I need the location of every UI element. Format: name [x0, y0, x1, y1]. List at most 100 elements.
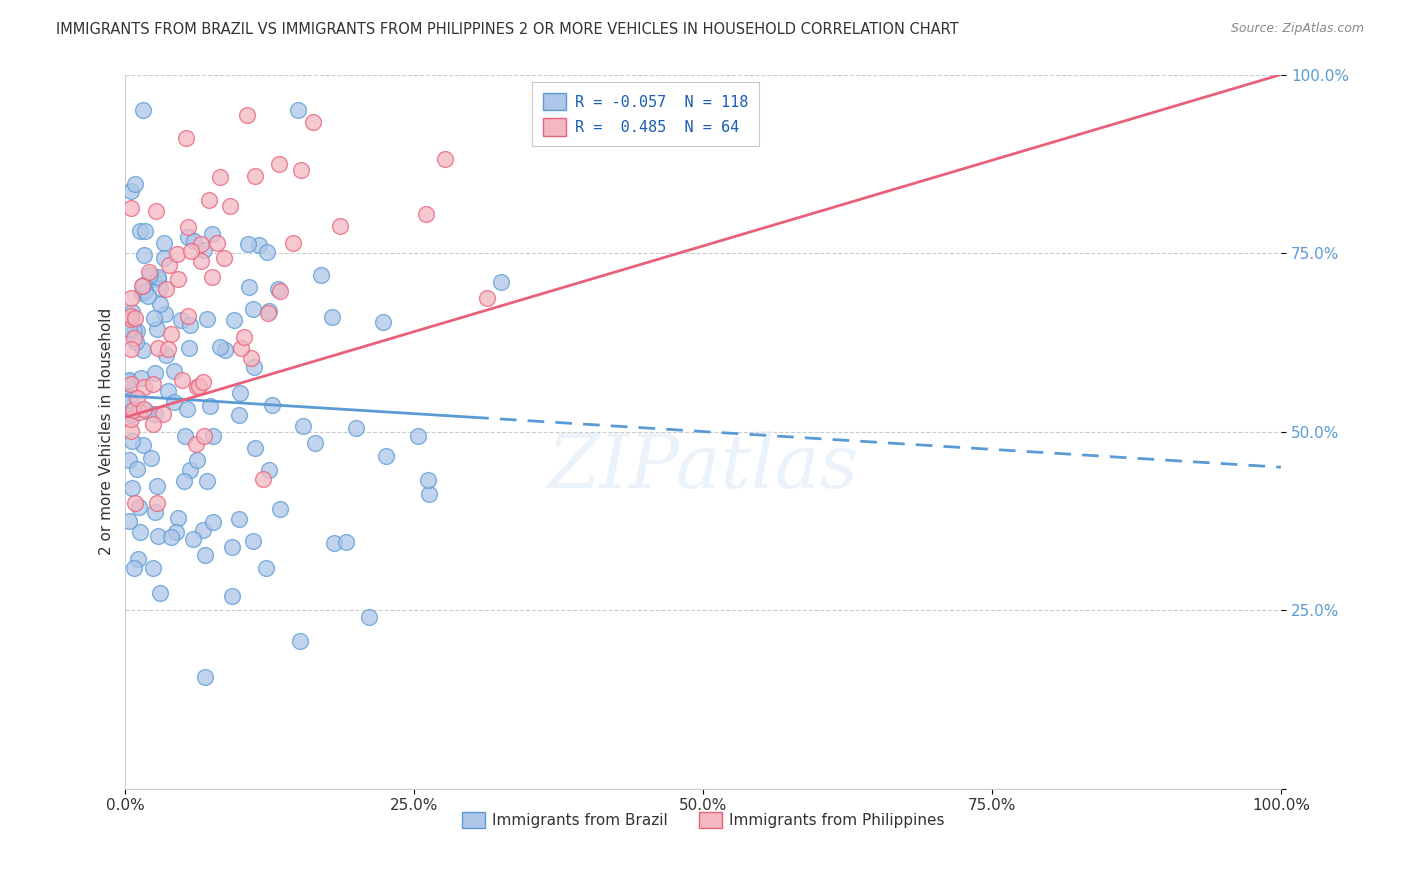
Text: Source: ZipAtlas.com: Source: ZipAtlas.com: [1230, 22, 1364, 36]
Point: [221, 589, 243, 603]
Point: [120, 408, 142, 422]
Point: [238, 280, 260, 294]
Point: [288, 633, 311, 648]
Point: [145, 505, 167, 519]
Point: [173, 474, 195, 488]
Point: [252, 472, 274, 486]
Point: [136, 289, 159, 303]
Point: [125, 462, 148, 476]
Point: [406, 429, 429, 443]
Point: [201, 227, 224, 241]
Point: [167, 272, 190, 286]
Point: [142, 561, 165, 575]
Point: [122, 330, 145, 344]
Point: [153, 251, 176, 265]
Point: [329, 219, 352, 233]
Point: [120, 342, 142, 356]
Point: [243, 442, 266, 456]
Point: [163, 364, 186, 378]
Point: [304, 436, 326, 450]
Point: [127, 391, 149, 405]
Point: [181, 532, 204, 546]
Point: [176, 401, 198, 416]
Point: [475, 291, 498, 305]
Point: [132, 380, 155, 394]
Point: [120, 185, 142, 199]
Point: [143, 367, 166, 381]
Point: [170, 313, 193, 327]
Point: [157, 258, 180, 272]
Point: [143, 407, 166, 421]
Point: [254, 561, 277, 575]
Point: [148, 280, 170, 294]
Point: [120, 291, 142, 305]
Point: [135, 404, 157, 418]
Point: [148, 342, 170, 356]
Point: [160, 327, 183, 342]
Point: [146, 529, 169, 543]
Point: [134, 284, 156, 298]
Point: [219, 199, 242, 213]
Point: [183, 234, 205, 248]
Point: [344, 421, 367, 435]
Point: [202, 515, 225, 529]
Point: [229, 341, 252, 355]
Point: [198, 193, 221, 207]
Point: [433, 152, 456, 166]
Point: [191, 375, 214, 389]
Point: [132, 277, 155, 292]
Point: [124, 496, 146, 510]
Point: [188, 379, 211, 393]
Point: [357, 610, 380, 624]
Point: [240, 351, 263, 365]
Point: [186, 380, 208, 394]
Point: [125, 324, 148, 338]
Point: [236, 236, 259, 251]
Point: [257, 306, 280, 320]
Text: IMMIGRANTS FROM BRAZIL VS IMMIGRANTS FROM PHILIPPINES 2 OR MORE VEHICLES IN HOUS: IMMIGRANTS FROM BRAZIL VS IMMIGRANTS FRO…: [56, 22, 959, 37]
Point: [118, 515, 141, 529]
Point: [131, 279, 153, 293]
Point: [193, 523, 215, 537]
Point: [120, 201, 142, 215]
Point: [375, 449, 398, 463]
Point: [247, 237, 270, 252]
Point: [208, 340, 231, 354]
Point: [145, 204, 167, 219]
Point: [142, 376, 165, 391]
Point: [201, 270, 224, 285]
Point: [148, 297, 170, 311]
Point: [242, 533, 264, 548]
Point: [165, 524, 187, 539]
Point: [302, 115, 325, 129]
Point: [222, 313, 245, 327]
Point: [121, 434, 143, 449]
Point: [120, 406, 142, 420]
Point: [236, 108, 259, 122]
Point: [177, 219, 200, 234]
Point: [129, 371, 152, 385]
Text: ZIPatlas: ZIPatlas: [548, 431, 859, 503]
Point: [131, 285, 153, 300]
Point: [184, 436, 207, 450]
Point: [124, 560, 146, 574]
Point: [170, 373, 193, 387]
Point: [120, 412, 142, 426]
Point: [167, 510, 190, 524]
Point: [118, 390, 141, 404]
Point: [335, 534, 357, 549]
Point: [177, 341, 200, 355]
Point: [146, 496, 169, 510]
Point: [125, 334, 148, 349]
Point: [269, 284, 291, 298]
Point: [177, 230, 200, 244]
Point: [148, 270, 170, 285]
Point: [134, 224, 156, 238]
Point: [124, 311, 146, 326]
Point: [118, 453, 141, 467]
Point: [118, 374, 141, 388]
Point: [418, 487, 440, 501]
Point: [256, 245, 278, 260]
Point: [321, 310, 343, 325]
Point: [157, 384, 180, 399]
